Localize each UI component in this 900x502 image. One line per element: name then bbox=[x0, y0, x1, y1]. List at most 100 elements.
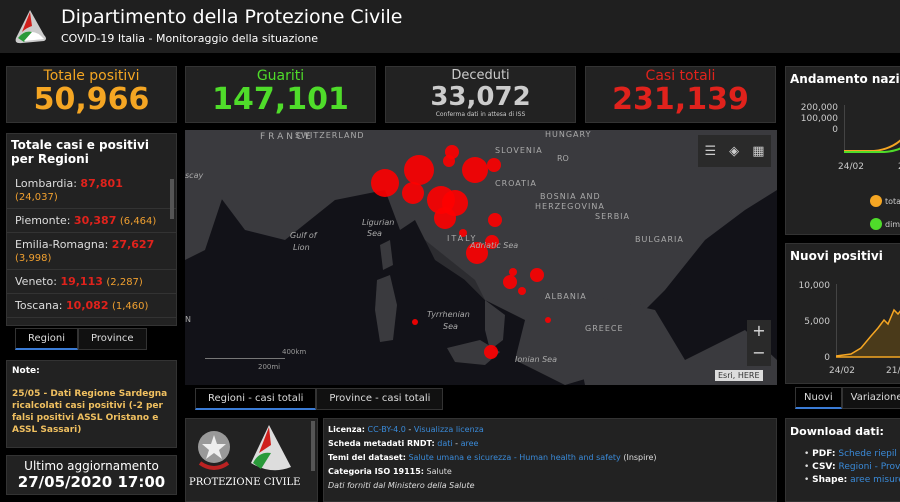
tab-province[interactable]: Province bbox=[78, 328, 147, 350]
download-link[interactable]: Regioni - Prov bbox=[838, 462, 900, 472]
region-positive: (1,269) bbox=[98, 325, 134, 326]
tab-province-casi-totali[interactable]: Province - casi totali bbox=[316, 388, 444, 410]
tab-nuovi[interactable]: Nuovi bbox=[795, 387, 842, 409]
stat-totale-positivi: Totale positivi 50,966 bbox=[6, 66, 177, 123]
region-marker[interactable] bbox=[404, 155, 434, 185]
region-item[interactable]: Lombardia: 87,801 (24,037) bbox=[7, 172, 176, 209]
region-marker[interactable] bbox=[518, 287, 526, 295]
y-tick: 100,000 bbox=[800, 114, 838, 124]
region-name: Liguria: bbox=[15, 323, 56, 325]
legend-swatch bbox=[870, 218, 882, 230]
legend-swatch bbox=[870, 195, 882, 207]
map-attribution[interactable]: Esri, HERE bbox=[715, 370, 763, 381]
region-marker[interactable] bbox=[412, 319, 418, 325]
chart-title: Nuovi positivi bbox=[790, 249, 883, 263]
rndt-aree-link[interactable]: aree bbox=[460, 439, 479, 448]
last-update-panel: Ultimo aggiornamento 27/05/2020 17:00 bbox=[6, 455, 177, 495]
region-marker[interactable] bbox=[371, 169, 399, 197]
view-license-link[interactable]: Visualizza licenza bbox=[413, 425, 484, 434]
region-marker[interactable] bbox=[485, 235, 499, 249]
download-item: • CSV: Regioni - Prov bbox=[804, 462, 900, 472]
map-label: Adriatic Sea bbox=[470, 241, 519, 250]
region-marker[interactable] bbox=[427, 186, 455, 214]
logo-panel: PROTEZIONE CIVILE bbox=[185, 418, 318, 502]
download-link[interactable]: Schede riepil bbox=[838, 449, 897, 459]
layers-icon[interactable]: ◈ bbox=[729, 143, 740, 159]
scale-km: 400km bbox=[282, 348, 307, 356]
region-item[interactable]: Toscana: 10,082 (1,460) bbox=[7, 294, 176, 318]
map-label: Ligurian bbox=[362, 218, 395, 227]
map-label: HUNGARY bbox=[545, 130, 592, 139]
tab-regioni-casi-totali[interactable]: Regioni - casi totali bbox=[195, 388, 317, 410]
map-label: Tyrrhenian bbox=[427, 310, 470, 319]
region-marker[interactable] bbox=[545, 317, 551, 323]
stat-value: 231,139 bbox=[612, 82, 749, 117]
y-tick: 10,000 bbox=[798, 281, 831, 291]
dataset-info-panel: Licenza: CC-BY-4.0 - Visualizza licenza … bbox=[323, 418, 777, 502]
download-label: PDF: bbox=[812, 449, 836, 459]
legend-item[interactable]: dim bbox=[870, 218, 900, 230]
y-tick: 200,000 bbox=[800, 103, 838, 113]
region-marker[interactable] bbox=[402, 182, 424, 204]
stat-deceduti: Deceduti 33,072 Conferma dati in attesa … bbox=[385, 66, 576, 123]
download-link[interactable]: aree misure bbox=[850, 475, 900, 485]
region-name: Lombardia: bbox=[15, 177, 77, 190]
map-label: Ionian Sea bbox=[515, 355, 557, 364]
map[interactable]: FRANCE SWITZERLAND HUNGARY SLOVENIA CROATIA B… bbox=[185, 130, 777, 385]
series-line-dimessi bbox=[844, 147, 900, 153]
region-total: 19,113 bbox=[60, 275, 103, 288]
region-item[interactable]: Veneto: 19,113 (2,287) bbox=[7, 270, 176, 294]
stat-value: 33,072 bbox=[430, 82, 531, 112]
region-marker[interactable] bbox=[466, 242, 488, 264]
region-item[interactable]: Emilia-Romagna: 27,627 (3,998) bbox=[7, 233, 176, 270]
regions-panel: Totale casi e positivi per Regioni Lomba… bbox=[6, 133, 177, 326]
scrollbar[interactable] bbox=[170, 179, 174, 219]
y-tick: 0 bbox=[824, 353, 830, 363]
region-marker[interactable] bbox=[530, 268, 544, 282]
license-link[interactable]: CC-BY-4.0 bbox=[367, 425, 406, 434]
region-marker[interactable] bbox=[462, 157, 488, 183]
update-label: Ultimo aggiornamento bbox=[24, 459, 159, 473]
download-label: Shape: bbox=[812, 475, 848, 485]
region-item[interactable]: Liguria: 9,589 (1,269) bbox=[7, 318, 176, 326]
map-label: ITALY bbox=[447, 234, 478, 243]
region-marker[interactable] bbox=[459, 229, 467, 237]
region-marker[interactable] bbox=[503, 275, 517, 289]
region-marker[interactable] bbox=[488, 213, 502, 227]
map-markers[interactable] bbox=[371, 145, 551, 359]
themes-link[interactable]: Salute umana e sicurezza - Human health … bbox=[408, 453, 621, 462]
map-canvas[interactable] bbox=[185, 130, 777, 385]
legend-label: dim bbox=[885, 219, 900, 229]
region-marker[interactable] bbox=[484, 345, 498, 359]
regions-list[interactable]: Lombardia: 87,801 (24,037) Piemonte: 30,3… bbox=[7, 172, 176, 326]
iso-value: Salute bbox=[423, 467, 452, 476]
themes-label: Temi del dataset: bbox=[328, 453, 406, 462]
zoom-out-button[interactable]: − bbox=[752, 343, 766, 362]
basemap-gallery-icon[interactable]: ▦ bbox=[752, 143, 765, 159]
map-label: Gulf of bbox=[290, 231, 317, 240]
themes-suffix: (Inspire) bbox=[620, 453, 657, 462]
region-name: Veneto: bbox=[15, 275, 57, 288]
legend-item[interactable]: tota bbox=[870, 195, 900, 207]
region-marker[interactable] bbox=[434, 207, 456, 229]
tab-variazione[interactable]: Variazione bbox=[841, 387, 900, 409]
y-tick: 5,000 bbox=[804, 317, 830, 327]
italian-emblem-icon bbox=[198, 431, 230, 470]
map-label: BULGARIA bbox=[635, 235, 684, 244]
region-marker[interactable] bbox=[509, 268, 517, 276]
legend-list-icon[interactable]: ☰ bbox=[704, 143, 717, 159]
tab-regioni[interactable]: Regioni bbox=[15, 328, 79, 350]
region-positive: (6,464) bbox=[119, 216, 157, 227]
series-area-nuovi bbox=[836, 308, 900, 358]
scrollbar[interactable] bbox=[311, 421, 315, 471]
region-name: Emilia-Romagna: bbox=[15, 238, 109, 251]
logo-text: PROTEZIONE CIVILE bbox=[189, 477, 301, 488]
map-label: RO bbox=[557, 154, 569, 163]
region-item[interactable]: Piemonte: 30,387 (6,464) bbox=[7, 209, 176, 233]
region-marker[interactable] bbox=[487, 158, 501, 172]
region-marker[interactable] bbox=[443, 155, 455, 167]
download-title: Download dati: bbox=[790, 425, 884, 438]
rndt-dati-link[interactable]: dati bbox=[437, 439, 453, 448]
zoom-in-button[interactable]: + bbox=[752, 321, 766, 340]
app-header: Dipartimento della Protezione Civile COV… bbox=[0, 0, 900, 53]
